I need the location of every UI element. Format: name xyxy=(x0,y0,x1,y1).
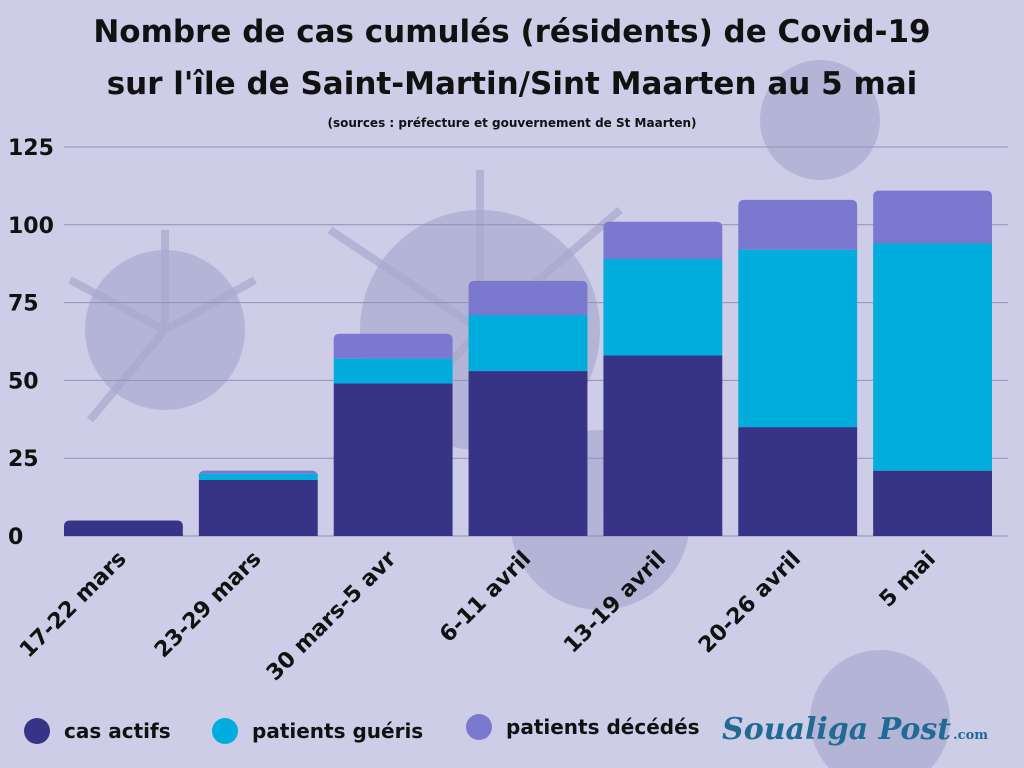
bar-segment xyxy=(603,355,723,536)
bar-segment xyxy=(198,470,318,477)
legend-item-cas-actifs: cas actifs xyxy=(24,718,171,744)
bar-segment xyxy=(333,333,453,359)
bar-segment xyxy=(468,315,588,372)
bar-segment xyxy=(738,249,858,428)
brand-logo: Soualiga Post .com xyxy=(722,712,988,747)
chart-title-line2: sur l'île de Saint-Martin/Sint Maarten a… xyxy=(106,66,918,102)
bar-segment xyxy=(198,479,318,536)
y-tick-label: 125 xyxy=(8,136,54,161)
legend-item-patients-gueris: patients guéris xyxy=(212,718,423,744)
bar-segment xyxy=(333,358,453,384)
x-tick-label: 5 mai xyxy=(875,547,941,613)
legend-item-patients-decedes: patients décédés xyxy=(466,714,700,740)
y-tick-label: 25 xyxy=(8,447,39,472)
x-tick-label: 6-11 avril xyxy=(435,547,536,648)
bar-segment xyxy=(603,221,723,260)
bar-segment xyxy=(873,470,992,536)
x-tick-label: 30 mars-5 avr xyxy=(262,546,401,685)
x-tick-label: 13-19 avril xyxy=(559,547,671,659)
legend-swatch xyxy=(212,718,238,744)
bar-segment xyxy=(468,280,588,316)
bar-segment xyxy=(64,520,183,536)
y-tick-label: 75 xyxy=(8,292,39,317)
legend-swatch xyxy=(24,718,50,744)
y-tick-label: 50 xyxy=(8,369,39,394)
bar-segment xyxy=(468,371,588,536)
y-tick-label: 100 xyxy=(8,214,54,239)
x-tick-label: 20-26 avril xyxy=(694,547,806,659)
chart-subtitle: (sources : préfecture et gouvernement de… xyxy=(327,116,697,130)
bar-segment xyxy=(333,383,453,536)
chart-title: Nombre de cas cumulés (résidents) de Cov… xyxy=(93,14,931,50)
legend-label: patients guéris xyxy=(252,719,424,743)
bar-segment xyxy=(198,473,318,480)
bar-segment xyxy=(738,199,858,250)
y-tick-label: 0 xyxy=(8,525,23,550)
legend-label: patients décédés xyxy=(506,715,700,739)
bar-segment xyxy=(738,427,858,536)
x-tick-label: 17-22 mars xyxy=(15,547,131,663)
bar-segment xyxy=(603,259,723,356)
bar-segment xyxy=(873,190,992,244)
legend-label: cas actifs xyxy=(64,719,171,743)
bar-segment xyxy=(873,243,992,471)
legend-swatch xyxy=(466,714,492,740)
x-tick-label: 23-29 mars xyxy=(150,547,266,663)
